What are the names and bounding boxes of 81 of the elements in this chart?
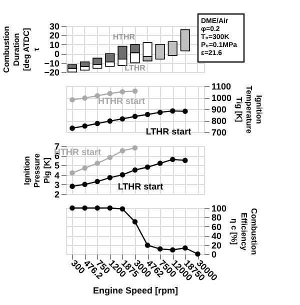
y-tick-label: 20 (49, 30, 60, 41)
y-axis-title: Combustion Duration [deg ATDC] τ (2, 26, 42, 73)
y2-tick-label: 100 (212, 204, 227, 214)
point (94, 205, 100, 211)
point (157, 160, 163, 166)
point (82, 123, 88, 129)
y-axis-title: Ignition Pressure Pig [K] (22, 152, 52, 188)
y-tick-label: −20 (44, 68, 60, 78)
point (182, 158, 188, 164)
y2-tick-label: 80 (212, 212, 222, 223)
series-label: LTHR start (118, 181, 164, 192)
point (132, 88, 138, 94)
bar (67, 68, 78, 72)
point (132, 114, 138, 119)
point (107, 175, 113, 180)
point (170, 108, 176, 114)
point (70, 170, 75, 176)
point (82, 165, 88, 171)
point (94, 120, 100, 126)
y-tick-label: 5 (54, 160, 60, 171)
y2-tick-label: 0 (212, 250, 217, 260)
bar (168, 41, 178, 56)
point (82, 205, 88, 211)
y2-tick-label: 60 (212, 222, 222, 232)
point (195, 251, 200, 257)
y2-tick-label: 1000 (212, 93, 232, 103)
bar (155, 44, 165, 60)
y2-tick-label: 1100 (212, 82, 232, 92)
annotation: HTHR (112, 32, 136, 42)
point (132, 145, 138, 151)
annotation: LTHR (124, 63, 146, 72)
point (157, 246, 163, 252)
point (144, 164, 150, 170)
point (182, 245, 188, 251)
y-tick-label: 3 (54, 180, 60, 190)
y2-tick-label: 900 (212, 104, 227, 114)
point (70, 126, 75, 131)
point (70, 97, 75, 102)
y-tick-label: 10 (49, 40, 60, 50)
y2-tick-label: 20 (212, 240, 222, 250)
bar (80, 61, 90, 67)
y-tick-label: 4 (54, 170, 60, 180)
point (120, 172, 126, 178)
point (132, 167, 138, 173)
point (170, 156, 176, 162)
y2-axis-title: Combustion Efficiency η c [%] (230, 208, 259, 255)
point (144, 242, 150, 248)
point (120, 116, 126, 122)
point (170, 247, 176, 252)
y-tick-label: −10 (44, 58, 60, 68)
point (120, 148, 126, 154)
bar (180, 29, 190, 52)
y-tick-label: 2 (54, 190, 60, 200)
y2-tick-label: 800 (212, 116, 227, 126)
y2-axis-title: Ignition Temperature Tig [K] (234, 86, 264, 134)
point (94, 178, 100, 184)
y-tick-label: 30 (49, 22, 60, 32)
point (94, 160, 100, 166)
point (144, 112, 150, 118)
point (132, 219, 138, 224)
point (120, 89, 126, 94)
series-label: HTHR start (98, 96, 145, 106)
point (70, 205, 75, 211)
point (82, 95, 88, 101)
point (70, 184, 75, 189)
point (120, 206, 126, 212)
x-axis-title: Engine Speed [rpm] (92, 286, 178, 296)
bar (92, 58, 102, 66)
point (82, 182, 88, 188)
bar (67, 64, 78, 69)
y2-tick-label: 700 (212, 128, 227, 138)
point (182, 108, 188, 114)
point (107, 90, 113, 96)
point (107, 205, 113, 211)
point (107, 118, 113, 124)
point (157, 110, 163, 115)
y-tick-label: 0 (54, 49, 60, 60)
y2-tick-label: 40 (212, 231, 222, 242)
series-label: LTHR start (146, 126, 192, 136)
point (107, 154, 113, 160)
point (94, 93, 100, 98)
